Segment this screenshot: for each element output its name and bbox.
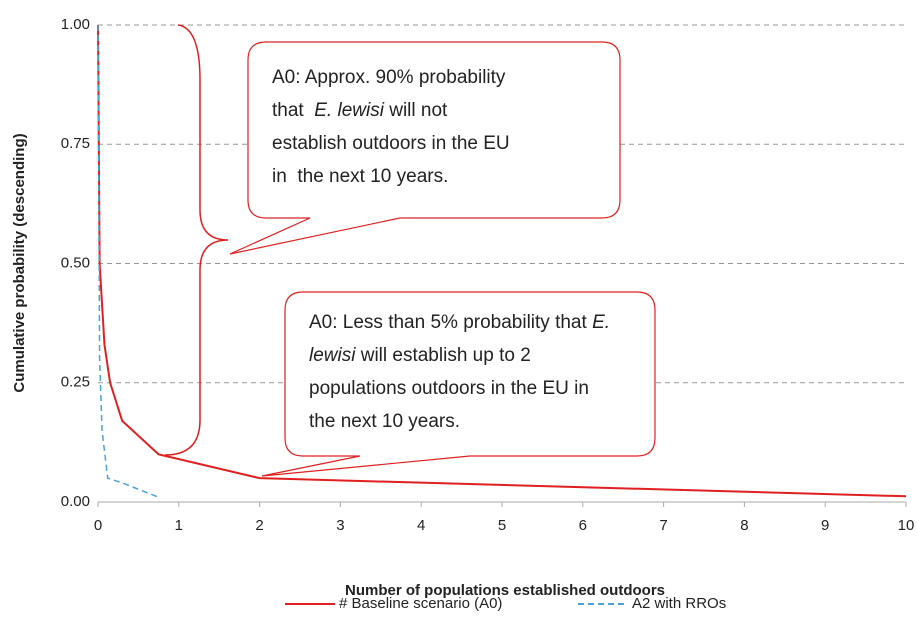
data-line [97,24,907,498]
callout-box [229,41,621,255]
y-tick-label: 1.00 [61,16,90,33]
y-tick-label: 0.25 [61,374,90,391]
x-tick-label: 5 [498,517,506,534]
callout-box [261,291,656,477]
x-tick-label: 4 [417,517,425,534]
x-tick-label: 3 [336,517,344,534]
x-tick-label: 0 [94,517,102,534]
x-tick-label: 8 [740,517,748,534]
x-tick-label: 6 [579,517,587,534]
annotation-run: in the next 10 years. [272,166,448,187]
x-tick-label: 2 [255,517,263,534]
annotation-line: that E. lewisi will not [272,100,448,121]
annotation-run: lewisi [309,345,356,366]
annotation-run: establish outdoors in the EU [272,133,510,154]
y-axis-label: Cumulative probability (descending) [11,133,28,392]
annotation-run: that [272,100,314,121]
legend-label: # Baseline scenario (A0) [339,595,502,612]
y-tick-label: 0.00 [61,493,90,510]
annotation-run: E. lewisi [314,100,384,121]
annotation-run: A0: Less than 5% probability that [309,312,592,333]
annotation-run: populations outdoors in the EU in [309,378,589,399]
annotation-line: establish outdoors in the EU [272,133,510,154]
annotation-run: will not [384,100,448,121]
annotation-line: A0: Approx. 90% probability [272,67,506,88]
brace [164,24,229,456]
x-tick-label: 10 [898,517,915,534]
annotation-run: A0: Approx. 90% probability [272,67,506,88]
x-tick-label: 7 [659,517,667,534]
data-line [97,24,159,498]
annotation-line: populations outdoors in the EU in [309,378,589,399]
annotation-line: lewisi will establish up to 2 [309,345,531,366]
annotation-run: E. [592,312,610,333]
annotation-line: in the next 10 years. [272,166,448,187]
annotation-run: will establish up to 2 [355,345,530,366]
annotation-line: the next 10 years. [309,411,460,432]
x-axis-label: Number of populations established outdoo… [345,582,665,599]
annotation-line: A0: Less than 5% probability that E. [309,312,610,333]
y-tick-label: 0.50 [61,254,90,271]
y-tick-label: 0.75 [61,135,90,152]
x-tick-label: 1 [175,517,183,534]
annotation-run: the next 10 years. [309,411,460,432]
x-tick-label: 9 [821,517,829,534]
legend-label: A2 with RROs [632,595,726,612]
